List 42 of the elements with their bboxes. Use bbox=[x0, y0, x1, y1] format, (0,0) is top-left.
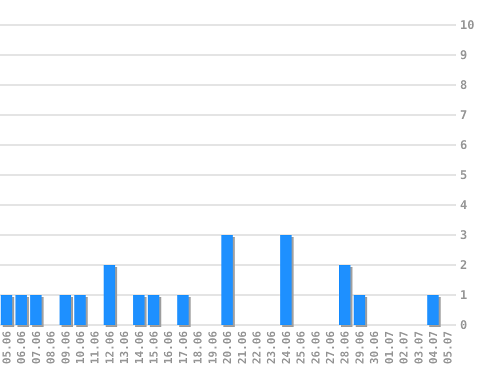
x-tick-label: 04.07 bbox=[426, 331, 440, 364]
x-tick-label: 23.06 bbox=[265, 330, 278, 364]
x-tick-label: 02.07 bbox=[398, 331, 411, 364]
y-tick-label: 9 bbox=[460, 48, 468, 62]
x-tick-label: 01.07 bbox=[382, 331, 396, 364]
x-tick-label: 15.06 bbox=[148, 330, 161, 364]
y-tick-label: 1 bbox=[460, 288, 468, 302]
y-tick-label: 5 bbox=[460, 168, 468, 182]
x-tick-label: 08.06 bbox=[44, 330, 58, 364]
x-tick-label: 30.06 bbox=[368, 330, 382, 364]
x-tick-label: 22.06 bbox=[250, 330, 264, 364]
y-tick-label: 7 bbox=[460, 108, 468, 122]
y-tick-label: 10 bbox=[460, 18, 474, 32]
x-tick-label: 03.07 bbox=[412, 331, 426, 364]
y-tick-label: 2 bbox=[460, 258, 468, 272]
y-tick-label: 6 bbox=[460, 138, 468, 152]
x-tick-label: 11.06 bbox=[88, 330, 102, 364]
x-tick-label: 12.06 bbox=[103, 330, 116, 364]
x-tick-label: 24.06 bbox=[280, 330, 293, 364]
x-tick-label: 05.06 bbox=[0, 330, 14, 364]
x-tick-label: 25.06 bbox=[294, 330, 308, 364]
x-tick-label: 07.06 bbox=[30, 330, 43, 364]
y-tick-label: 8 bbox=[460, 78, 468, 92]
x-tick-label: 18.06 bbox=[192, 330, 205, 364]
x-tick-label: 21.06 bbox=[236, 330, 249, 364]
x-tick-label: 14.06 bbox=[132, 330, 146, 364]
x-tick-label: 13.06 bbox=[118, 330, 132, 364]
x-tick-label: 27.06 bbox=[324, 330, 338, 364]
x-tick-label: 26.06 bbox=[309, 330, 322, 364]
x-tick-label: 06.06 bbox=[15, 330, 28, 364]
y-tick-label: 4 bbox=[460, 198, 468, 212]
x-tick-label: 09.06 bbox=[59, 330, 72, 364]
x-tick-label: 10.06 bbox=[74, 330, 88, 364]
x-tick-label: 29.06 bbox=[353, 330, 366, 364]
x-tick-label: 28.06 bbox=[338, 330, 352, 364]
y-tick-label: 0 bbox=[460, 318, 468, 332]
x-tick-label: 05.07 bbox=[442, 331, 455, 364]
x-tick-label: 16.06 bbox=[162, 330, 176, 364]
x-tick-label: 19.06 bbox=[206, 330, 220, 364]
x-tick-label: 20.06 bbox=[221, 330, 234, 364]
x-tick-label: 17.06 bbox=[176, 330, 190, 364]
y-tick-label: 3 bbox=[460, 228, 468, 242]
